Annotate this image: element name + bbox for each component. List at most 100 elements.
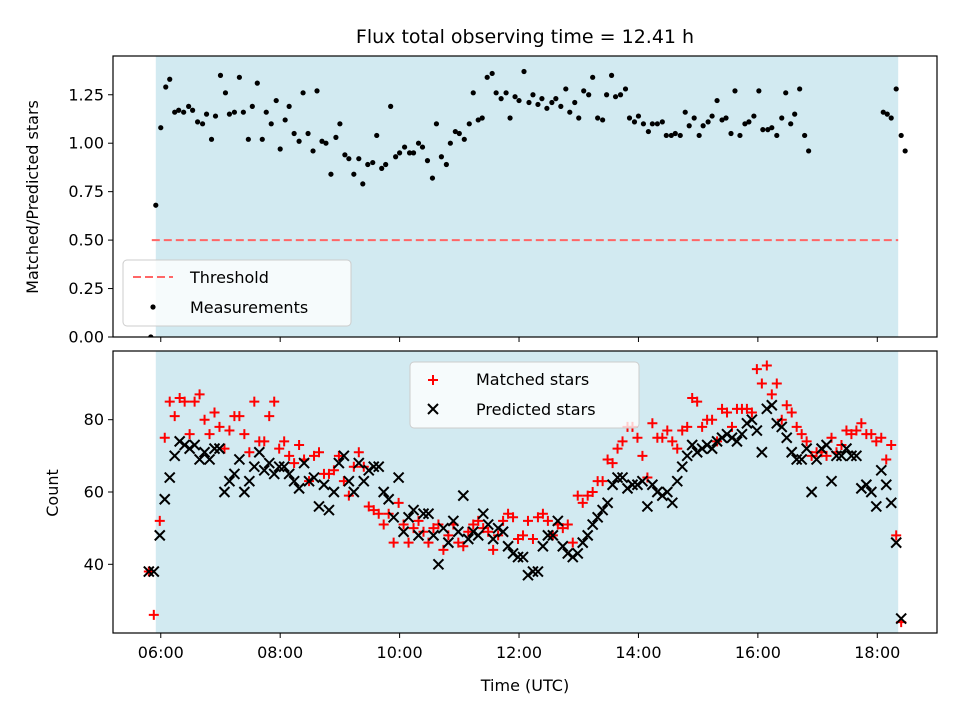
matched-point-91 — [597, 476, 608, 487]
measurement-point-19 — [236, 74, 242, 80]
measurement-point-136 — [774, 132, 780, 139]
measurement-point-98 — [600, 117, 606, 123]
matched-point-14 — [214, 421, 225, 432]
predicted-point-132 — [800, 442, 813, 455]
measurement-point-114 — [672, 130, 678, 137]
bottom-x-tick-label-6: 18:00 — [854, 643, 900, 662]
measurement-point-40 — [333, 134, 339, 140]
bottom-x-tick-label-4: 14:00 — [615, 643, 661, 662]
predicted-point-51 — [397, 526, 410, 538]
measurement-point-10 — [194, 119, 201, 125]
predicted-point-137 — [825, 475, 838, 487]
matched-point-5 — [169, 411, 180, 422]
measurement-point-55 — [401, 144, 408, 150]
measurement-point-141 — [797, 86, 803, 92]
predicted-point-79 — [537, 540, 549, 552]
predicted-point-42 — [353, 457, 365, 469]
top-legend-box — [122, 259, 352, 327]
matched-point-13 — [209, 407, 220, 418]
measurement-point-36 — [314, 88, 320, 94]
measurement-point-128 — [737, 132, 743, 139]
matched-point-47 — [378, 519, 389, 530]
predicted-point-61 — [447, 515, 460, 527]
matched-point-4 — [164, 396, 175, 407]
predicted-point-58 — [432, 558, 445, 571]
matched-point-9 — [189, 396, 200, 407]
matched-point-98 — [632, 432, 643, 443]
measurement-point-47 — [365, 161, 371, 168]
predicted-point-78 — [532, 565, 544, 578]
measurement-point-74 — [489, 70, 495, 77]
predicted-point-67 — [477, 507, 489, 520]
predicted-point-142 — [850, 450, 863, 462]
predicted-point-37 — [328, 486, 340, 498]
predicted-point-1 — [148, 565, 160, 578]
measurement-point-67 — [456, 130, 462, 137]
matched-point-104 — [662, 425, 673, 436]
measurement-point-112 — [663, 132, 669, 139]
measurement-point-26 — [268, 121, 274, 127]
predicted-point-50 — [392, 471, 405, 484]
predicted-point-71 — [497, 526, 509, 538]
predicted-point-82 — [552, 515, 564, 527]
predicted-point-57 — [427, 529, 440, 542]
measurement-point-22 — [249, 103, 255, 109]
measurement-point-72 — [479, 115, 485, 121]
predicted-point-150 — [890, 536, 902, 549]
predicted-point-133 — [805, 486, 818, 498]
predicted-point-145 — [865, 486, 878, 498]
measurement-point-29 — [282, 117, 288, 123]
predicted-point-113 — [706, 442, 718, 455]
measurement-point-43 — [346, 156, 352, 162]
matched-point-76 — [522, 515, 533, 526]
predicted-point-64 — [462, 533, 474, 545]
predicted-point-47 — [377, 486, 390, 498]
measurement-point-50 — [379, 165, 385, 171]
measurement-point-9 — [190, 107, 196, 113]
bottom-y-tick-label-2: 80 — [84, 410, 104, 429]
predicted-point-10 — [193, 453, 206, 466]
predicted-point-147 — [875, 464, 887, 477]
measurement-point-0 — [148, 334, 154, 337]
matched-point-75 — [518, 530, 529, 541]
predicted-point-72 — [502, 540, 514, 552]
matched-point-149 — [886, 440, 897, 450]
predicted-point-89 — [586, 518, 599, 531]
measurement-point-122 — [709, 113, 715, 119]
top-panel: 0.00 0.25 0.50 0.75 1.00 1.25 Threshold Measure… — [68, 55, 938, 347]
measurement-point-35 — [310, 148, 316, 154]
measurement-point-133 — [760, 127, 766, 133]
matched-point-16 — [224, 425, 235, 436]
predicted-point-99 — [636, 475, 649, 487]
predicted-point-97 — [626, 479, 639, 491]
predicted-point-11 — [198, 446, 211, 458]
measurement-point-129 — [742, 121, 748, 127]
matched-point-142 — [851, 425, 862, 436]
measurement-point-59 — [419, 144, 426, 150]
measurement-point-135 — [769, 125, 775, 131]
predicted-point-46 — [373, 460, 385, 473]
measurement-point-62 — [433, 121, 440, 127]
matched-point-130 — [791, 421, 802, 432]
measurement-point-123 — [714, 97, 720, 104]
predicted-point-34 — [313, 500, 325, 513]
measurement-point-99 — [604, 92, 610, 98]
measurement-point-25 — [263, 109, 269, 115]
predicted-point-86 — [572, 547, 584, 560]
predicted-point-45 — [368, 460, 380, 473]
predicted-point-52 — [402, 511, 415, 524]
matched-point-11 — [199, 414, 210, 425]
predicted-point-66 — [472, 529, 484, 542]
matched-point-1 — [148, 609, 159, 620]
predicted-point-148 — [880, 479, 892, 491]
measurement-point-111 — [659, 119, 665, 125]
matched-point-26 — [274, 443, 285, 454]
measurement-point-12 — [203, 111, 210, 117]
measurement-point-38 — [323, 140, 329, 146]
matched-point-2 — [154, 515, 165, 526]
predicted-point-17 — [228, 468, 241, 480]
measurement-point-125 — [723, 115, 729, 121]
matched-point-18 — [234, 411, 245, 422]
predicted-point-104 — [661, 486, 674, 498]
matched-point-19 — [239, 429, 250, 440]
